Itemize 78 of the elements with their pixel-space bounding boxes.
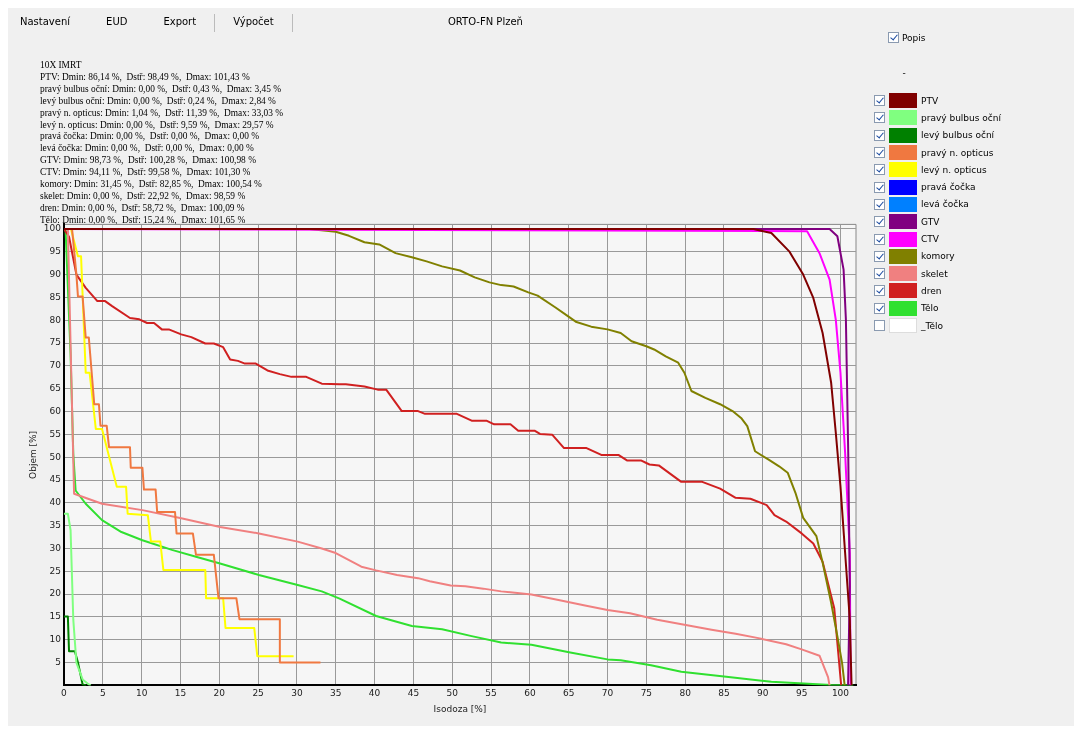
x-tick-label: 45 [407,688,420,699]
x-tick-label: 25 [252,688,264,699]
x-tick-label: 20 [213,688,226,699]
text: levá čočka: Dmin: 0,00 %, Dstř: 0,00 %, Dmax: 0,00 % [40,143,255,156]
x-tick-label: 30 [291,688,303,699]
y-tick-label: 80 [49,314,62,325]
x-tick-label: 90 [757,688,769,699]
text: Výpočet [233,14,293,32]
legend-label: Tělo [921,303,939,314]
x-tick-label: 5 [99,688,106,699]
x-tick-label: 80 [679,688,692,699]
legend-label: PTV [921,95,939,106]
legend-label: pravá čočka [921,182,976,193]
y-axis-title: Objem [%] [27,430,38,479]
y-tick-label: 30 [49,542,62,553]
y-tick-label: 90 [49,268,62,279]
text: pravá čočka: Dmin: 0,00 %, Dstř: 0,00 %, Dmax: 0,00 % [40,131,260,144]
x-tick-label: 70 [601,688,614,699]
x-tick-label: 75 [640,688,653,699]
x-tick-label: 85 [718,688,730,699]
x-tick-label: 65 [562,688,575,699]
x-tick-label: 0 [61,688,68,699]
text: Export [163,14,216,32]
chart-title: ORTO-FN Plzeň [448,16,523,27]
legend-label: levý bulbus oční [921,130,995,141]
y-tick-label: 55 [49,428,61,439]
y-tick-label: 15 [49,611,61,622]
y-tick-label: 45 [49,474,61,485]
legend-label: komory [921,251,955,262]
y-tick-label: 35 [49,519,61,530]
legend-label: GTV [921,216,940,227]
y-tick-label: 5 [55,656,61,667]
text: levý n. opticus: Dmin: 0,00 %, Dstř: 9,59 %, Dmax: 29,57 % [40,119,275,132]
x-tick-label: 10 [135,688,148,699]
text: levý bulbus oční: Dmin: 0,00 %, Dstř: 0,24 %, Dmax: 2,84 % [40,95,277,108]
y-tick-label: 65 [49,383,61,394]
text: pravý n. opticus: Dmin: 1,04 %, Dstř: 11,39 %, Dmax: 33,03 % [40,107,284,120]
legend-label: levý n. opticus [921,164,987,175]
x-axis-title: Isodoza [%] [433,703,487,714]
legend-label: CTV [921,234,939,245]
legend-label: levá čočka [921,199,969,210]
y-tick-label: 75 [49,337,61,348]
y-tick-label: 85 [49,291,61,302]
legend-label: _Tělo [921,320,944,331]
text: Nastavení [20,15,72,29]
text: GTV: Dmin: 98,73 %, Dstř: 100,28 %, Dmax: 100,98 % [40,155,257,168]
text: komory: Dmin: 31,45 %, Dstř: 82,85 %, Dmax: 100,54 % [40,179,263,191]
text: skelet: Dmin: 0,00 %, Dstř: 22,92 %, Dmax: 98,59 % [40,190,247,203]
legend-label: pravý n. opticus [921,147,994,158]
text: Popis [902,32,926,43]
x-tick-label: 100 [831,688,850,699]
y-tick-label: 70 [49,360,62,371]
text: pravý bulbus oční: Dmin: 0,00 %, Dstř: 0,43 %, Dmax: 3,45 % [40,83,283,96]
x-tick-label: 55 [485,688,497,699]
y-tick-label: 25 [49,565,61,576]
text: dren: Dmin: 0,00 %, Dstř: 58,72 %, Dmax: 100,09 % [40,202,246,215]
x-tick-label: 35 [330,688,342,699]
y-tick-label: 50 [49,451,62,462]
y-tick-label: 40 [49,497,62,508]
annotation: Tělo: Dmin: 0,00 %, Dstř: 15,24 %, Dmax: 101,65 % [40,214,247,225]
y-tick-label: 10 [49,634,62,645]
text: PTV: Dmin: 86,14 %, Dstř: 98,49 %, Dmax: 101,43 % [40,71,251,84]
y-tick-label: 60 [49,405,62,416]
x-tick-label: 40 [368,688,381,699]
chart-subtitle: 10X IMRT [40,60,83,72]
y-tick-label: 100 [43,223,62,234]
y-tick-label: 95 [49,246,61,257]
x-tick-label: 50 [446,688,459,699]
text: EUD [106,15,129,29]
legend-label: pravý bulbus oční [921,112,1001,123]
x-tick-label: 95 [795,688,808,699]
legend-title: - [901,67,907,80]
text: CTV: Dmin: 94,11 %, Dstř: 99,58 %, Dmax: 101,30 % [40,167,252,180]
legend-label: dren [921,285,942,296]
legend-label: skelet [921,268,948,279]
x-tick-label: 60 [524,688,536,699]
y-tick-label: 20 [49,588,62,599]
x-tick-label: 15 [174,688,187,699]
